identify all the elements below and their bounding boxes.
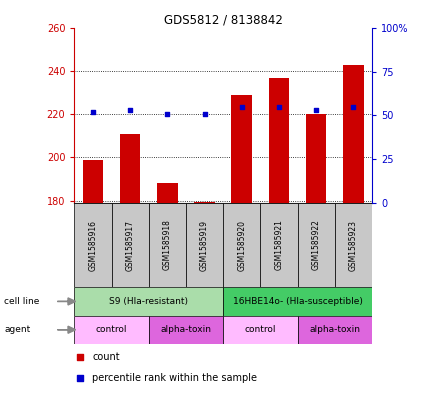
Bar — [74, 316, 149, 344]
Point — [164, 110, 171, 117]
Text: 16HBE14o- (Hla-susceptible): 16HBE14o- (Hla-susceptible) — [232, 297, 363, 306]
Point — [201, 110, 208, 117]
Bar — [83, 160, 103, 203]
Text: count: count — [92, 353, 120, 362]
Bar — [260, 203, 298, 287]
Bar — [298, 316, 372, 344]
Point — [90, 109, 96, 115]
Bar — [149, 203, 186, 287]
Bar — [223, 203, 260, 287]
Title: GDS5812 / 8138842: GDS5812 / 8138842 — [164, 14, 283, 27]
Text: GSM1585919: GSM1585919 — [200, 220, 209, 270]
Bar — [343, 64, 363, 203]
Text: agent: agent — [4, 325, 31, 334]
Bar — [74, 287, 223, 316]
Point — [238, 103, 245, 110]
Bar — [157, 184, 178, 203]
Text: GSM1585917: GSM1585917 — [126, 220, 135, 270]
Text: cell line: cell line — [4, 297, 40, 306]
Bar — [306, 114, 326, 203]
Point — [350, 103, 357, 110]
Bar — [111, 203, 149, 287]
Text: GSM1585922: GSM1585922 — [312, 220, 320, 270]
Bar — [194, 202, 215, 203]
Point — [77, 375, 84, 381]
Bar — [223, 316, 298, 344]
Text: alpha-toxin: alpha-toxin — [160, 325, 211, 334]
Text: GSM1585921: GSM1585921 — [275, 220, 283, 270]
Bar — [223, 287, 372, 316]
Bar — [269, 77, 289, 203]
Bar — [149, 316, 223, 344]
Bar — [298, 203, 335, 287]
Text: control: control — [244, 325, 276, 334]
Bar — [335, 203, 372, 287]
Bar — [186, 203, 223, 287]
Bar — [74, 203, 111, 287]
Point — [127, 107, 133, 113]
Text: alpha-toxin: alpha-toxin — [309, 325, 360, 334]
Text: GSM1585916: GSM1585916 — [88, 220, 97, 270]
Text: control: control — [96, 325, 128, 334]
Text: percentile rank within the sample: percentile rank within the sample — [92, 373, 257, 383]
Text: GSM1585918: GSM1585918 — [163, 220, 172, 270]
Text: GSM1585920: GSM1585920 — [237, 220, 246, 270]
Point — [275, 103, 282, 110]
Bar — [120, 134, 140, 203]
Text: GSM1585923: GSM1585923 — [349, 220, 358, 270]
Text: S9 (Hla-resistant): S9 (Hla-resistant) — [109, 297, 188, 306]
Point — [313, 107, 320, 113]
Point — [77, 354, 84, 361]
Bar — [232, 95, 252, 203]
